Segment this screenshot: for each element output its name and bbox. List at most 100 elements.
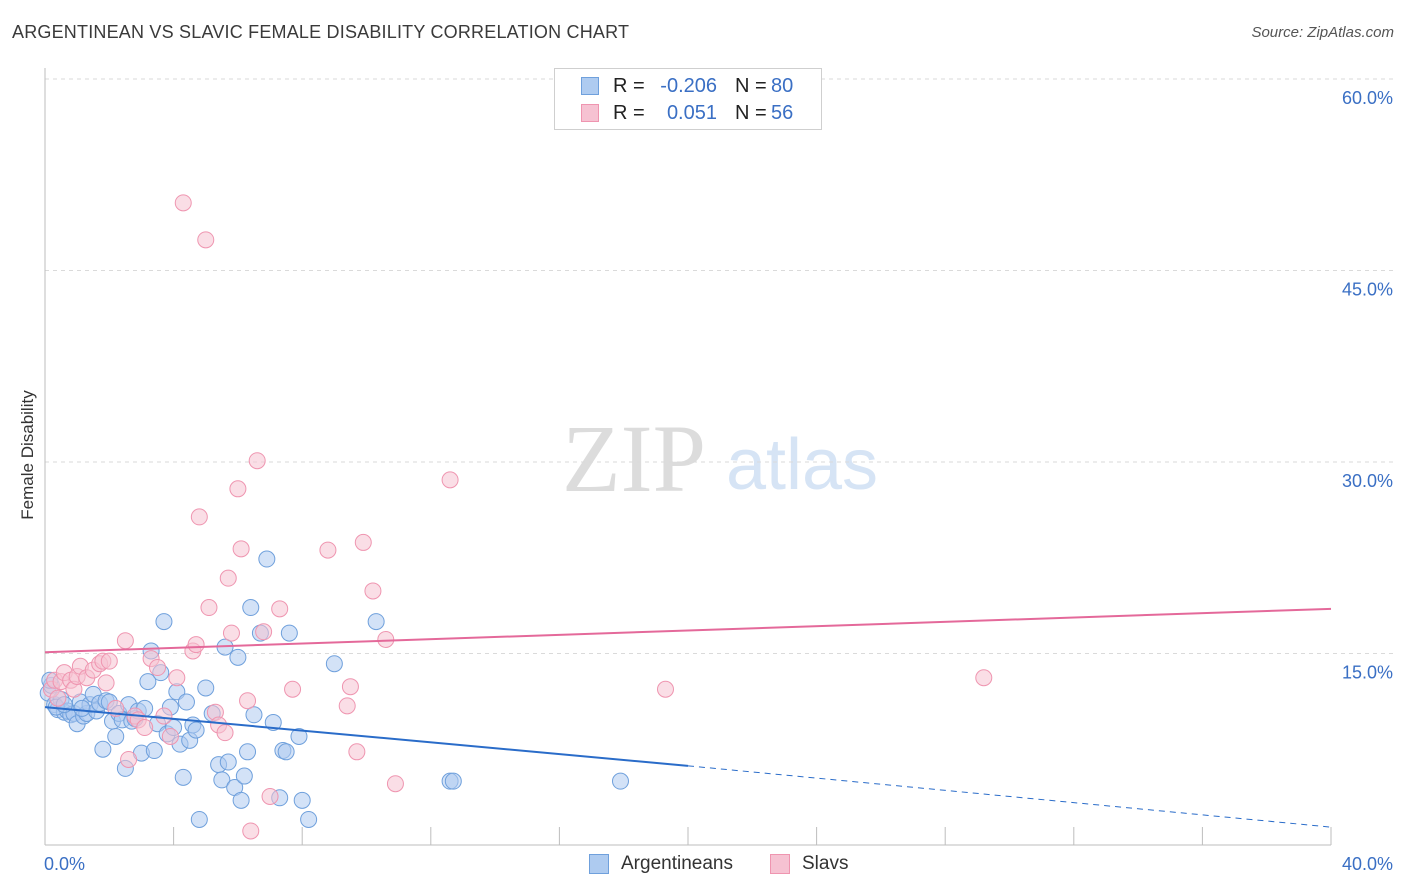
tick-labels: 15.0% 30.0% 45.0% 60.0% 0.0% 40.0% <box>44 88 1393 874</box>
point-argentineans <box>290 727 308 745</box>
x-tick-label: 40.0% <box>1342 854 1393 874</box>
point-argentineans <box>258 550 276 568</box>
point-slavs <box>97 674 115 692</box>
point-slavs <box>386 775 404 793</box>
point-slavs <box>239 692 257 710</box>
point-argentineans <box>174 768 192 786</box>
point-argentineans <box>242 599 260 617</box>
legend-n-value: 80 <box>771 75 794 97</box>
legend-n-label: N = <box>735 75 767 97</box>
legend-swatch-slavs <box>581 104 599 122</box>
point-argentineans <box>107 727 125 745</box>
point-slavs <box>149 659 167 677</box>
point-slavs <box>190 508 208 526</box>
trend-line-argentineans <box>44 706 689 767</box>
trend-line-slavs <box>44 607 1332 654</box>
point-slavs <box>155 707 173 725</box>
data-points <box>39 194 993 840</box>
point-slavs <box>261 787 279 805</box>
point-slavs <box>219 569 237 587</box>
series-label-argentineans: Argentineans <box>621 853 733 874</box>
chart-title: ARGENTINEAN VS SLAVIC FEMALE DISABILITY … <box>12 22 630 42</box>
point-argentineans <box>277 743 295 761</box>
x-tick-label: 0.0% <box>44 854 85 874</box>
series-swatch-argentineans <box>589 854 609 874</box>
point-slavs <box>338 697 356 715</box>
point-argentineans <box>213 771 231 789</box>
point-slavs <box>100 652 118 670</box>
point-argentineans <box>73 699 91 717</box>
axes <box>44 68 1332 846</box>
point-slavs <box>242 822 260 840</box>
point-slavs <box>232 540 250 558</box>
point-slavs <box>49 689 67 707</box>
y-tick-label: 30.0% <box>1342 471 1393 491</box>
point-slavs <box>248 452 266 470</box>
point-argentineans <box>611 772 629 790</box>
point-slavs <box>120 750 138 768</box>
point-argentineans <box>94 740 112 758</box>
point-slavs <box>229 480 247 498</box>
point-argentineans <box>229 648 247 666</box>
point-argentineans <box>197 679 215 697</box>
legend-r-label: R = <box>613 75 645 97</box>
point-argentineans <box>245 706 263 724</box>
point-slavs <box>200 599 218 617</box>
series-swatch-slavs <box>770 854 790 874</box>
legend-n-value: 56 <box>771 102 794 124</box>
legend-r-label: R = <box>613 102 645 124</box>
point-slavs <box>441 471 459 489</box>
watermark: ZIP atlas <box>562 405 878 512</box>
trend-lines <box>44 607 1332 828</box>
chart-source: Source: ZipAtlas.com <box>1251 24 1394 41</box>
point-argentineans <box>325 655 343 673</box>
point-slavs <box>656 680 674 698</box>
watermark-zip: ZIP <box>562 405 706 512</box>
gridlines <box>45 78 1393 654</box>
point-slavs <box>197 231 215 249</box>
correlation-legend: R = -0.206 N = 80 R = 0.051 N = 56 <box>554 68 822 130</box>
point-argentineans <box>190 810 208 828</box>
y-tick-label: 15.0% <box>1342 663 1393 683</box>
point-slavs <box>222 624 240 642</box>
point-argentineans <box>145 742 163 760</box>
series-legend: Argentineans Slavs <box>0 852 1406 878</box>
point-slavs <box>377 630 395 648</box>
point-slavs <box>341 678 359 696</box>
point-slavs <box>319 541 337 559</box>
watermark-atlas: atlas <box>726 425 878 505</box>
point-slavs <box>216 724 234 742</box>
point-argentineans <box>155 613 173 631</box>
y-tick-label: 60.0% <box>1342 88 1393 108</box>
point-argentineans <box>264 713 282 731</box>
point-slavs <box>354 533 372 551</box>
point-argentineans <box>219 753 237 771</box>
point-argentineans <box>300 810 318 828</box>
point-argentineans <box>235 767 253 785</box>
trend-line-extension-argentineans <box>687 765 1332 828</box>
point-slavs <box>187 636 205 654</box>
point-slavs <box>348 743 366 761</box>
point-slavs <box>161 727 179 745</box>
point-argentineans <box>187 721 205 739</box>
point-slavs <box>975 669 993 687</box>
point-slavs <box>116 632 134 650</box>
legend-row-argentineans: R = -0.206 N = 80 <box>555 73 821 99</box>
y-tick-label: 45.0% <box>1342 280 1393 300</box>
legend-r-value: -0.206 <box>660 75 717 97</box>
point-slavs <box>136 719 154 737</box>
point-argentineans <box>367 613 385 631</box>
point-slavs <box>284 680 302 698</box>
legend-n-label: N = <box>735 102 767 124</box>
point-slavs <box>174 194 192 212</box>
point-argentineans <box>177 693 195 711</box>
legend-swatch-argentineans <box>581 77 599 95</box>
legend-row-slavs: R = 0.051 N = 56 <box>555 100 821 126</box>
series-label-slavs: Slavs <box>802 853 849 874</box>
point-slavs <box>271 600 289 618</box>
point-argentineans <box>239 743 257 761</box>
point-argentineans <box>139 673 157 691</box>
point-argentineans <box>232 791 250 809</box>
point-argentineans <box>444 772 462 790</box>
